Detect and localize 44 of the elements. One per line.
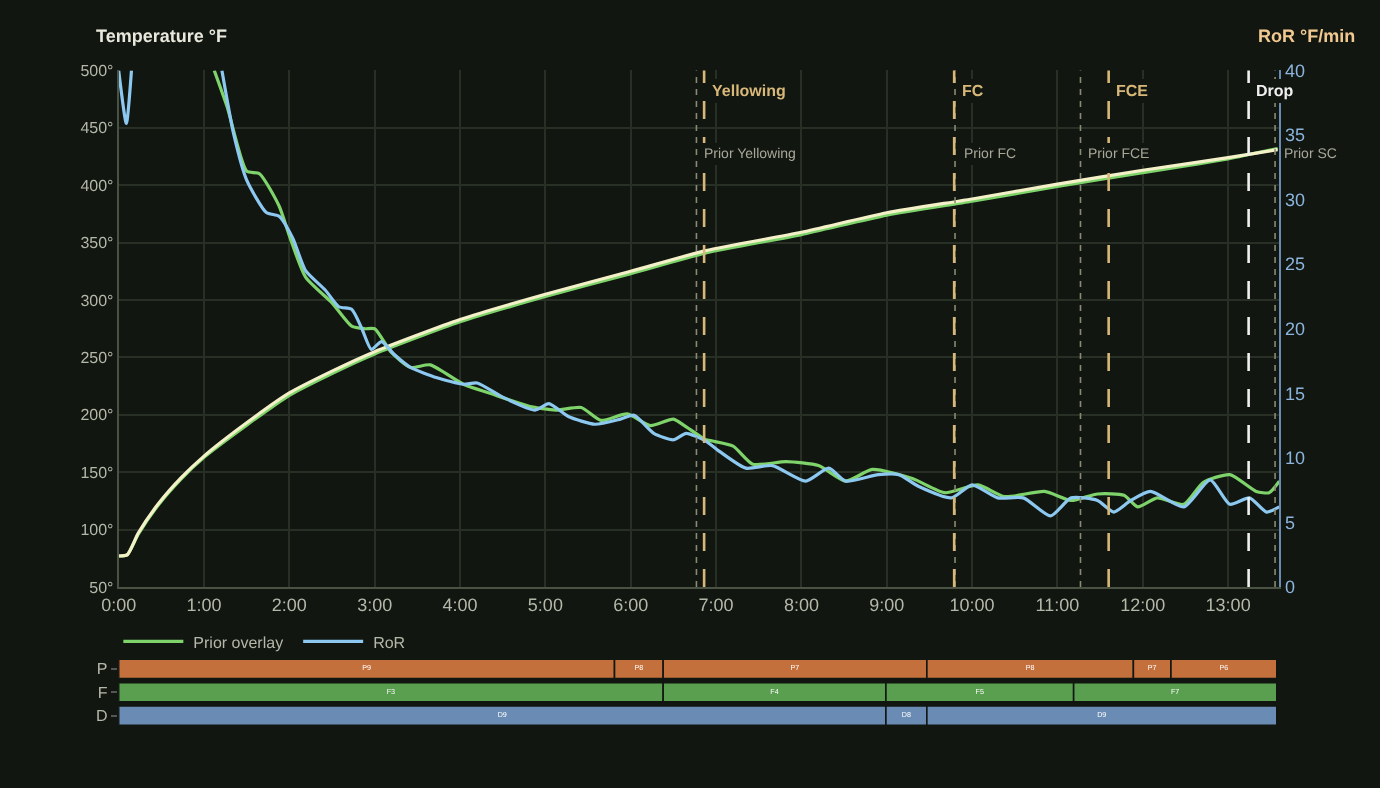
y2-tick-label: 35 xyxy=(1284,125,1305,146)
y-tick-label: P xyxy=(96,660,108,679)
y-axis-title: Temperature °F xyxy=(96,26,228,46)
x-tick-label: 3:00 xyxy=(357,594,393,615)
x-tick-label: 2:00 xyxy=(271,594,307,615)
y2-tick-label: 5 xyxy=(1284,512,1295,533)
x-tick-label: 10:00 xyxy=(949,594,995,615)
y2-tick-label: 30 xyxy=(1284,189,1305,210)
y-tick-label: 50° xyxy=(89,578,114,597)
y2-tick-label: 20 xyxy=(1284,319,1305,340)
y-tick-label: 350° xyxy=(80,234,114,253)
x-tick-label: 4:00 xyxy=(442,594,478,615)
x-tick-label: 7:00 xyxy=(698,594,734,615)
ref-line-label: FCE xyxy=(1116,82,1150,100)
x-tick-label: 8:00 xyxy=(783,594,819,615)
y-tick-label: 500° xyxy=(80,62,114,81)
x-tick-label: 13:00 xyxy=(1205,594,1251,615)
legend-label: RoR xyxy=(373,633,406,652)
y-tick-label: 150° xyxy=(80,463,114,482)
y-tick-label: 450° xyxy=(80,119,114,138)
y-tick-label: 250° xyxy=(80,349,114,368)
x-tick-label: 6:00 xyxy=(613,594,649,615)
y-tick-label: 200° xyxy=(80,406,114,425)
y2-tick-label: 15 xyxy=(1284,383,1305,404)
y2-tick-label: 25 xyxy=(1284,254,1305,275)
ref-line-label: Drop xyxy=(1256,82,1294,100)
y2-axis-title: RoR °F/min xyxy=(1258,26,1356,46)
x-tick-label: 0:00 xyxy=(101,594,137,615)
ref-line-label: FC xyxy=(962,82,984,100)
y-tick-label: F xyxy=(97,683,108,702)
x-tick-label: 11:00 xyxy=(1035,594,1080,615)
ref-line-label: Yellowing xyxy=(712,82,787,100)
x-tick-label: 1:00 xyxy=(186,594,222,615)
y-tick-label: D xyxy=(95,707,108,726)
y-tick-label: 100° xyxy=(80,521,114,540)
x-tick-label: 5:00 xyxy=(527,594,563,615)
y-tick-label: 400° xyxy=(80,176,114,195)
y2-tick-label: 40 xyxy=(1284,60,1305,81)
y-tick-label: 300° xyxy=(80,291,114,310)
x-tick-label: 9:00 xyxy=(869,594,905,615)
legend-label: Prior overlay xyxy=(193,633,284,652)
x-tick-label: 12:00 xyxy=(1120,594,1166,615)
y2-tick-label: 0 xyxy=(1284,577,1295,598)
y2-tick-label: 10 xyxy=(1284,448,1305,469)
